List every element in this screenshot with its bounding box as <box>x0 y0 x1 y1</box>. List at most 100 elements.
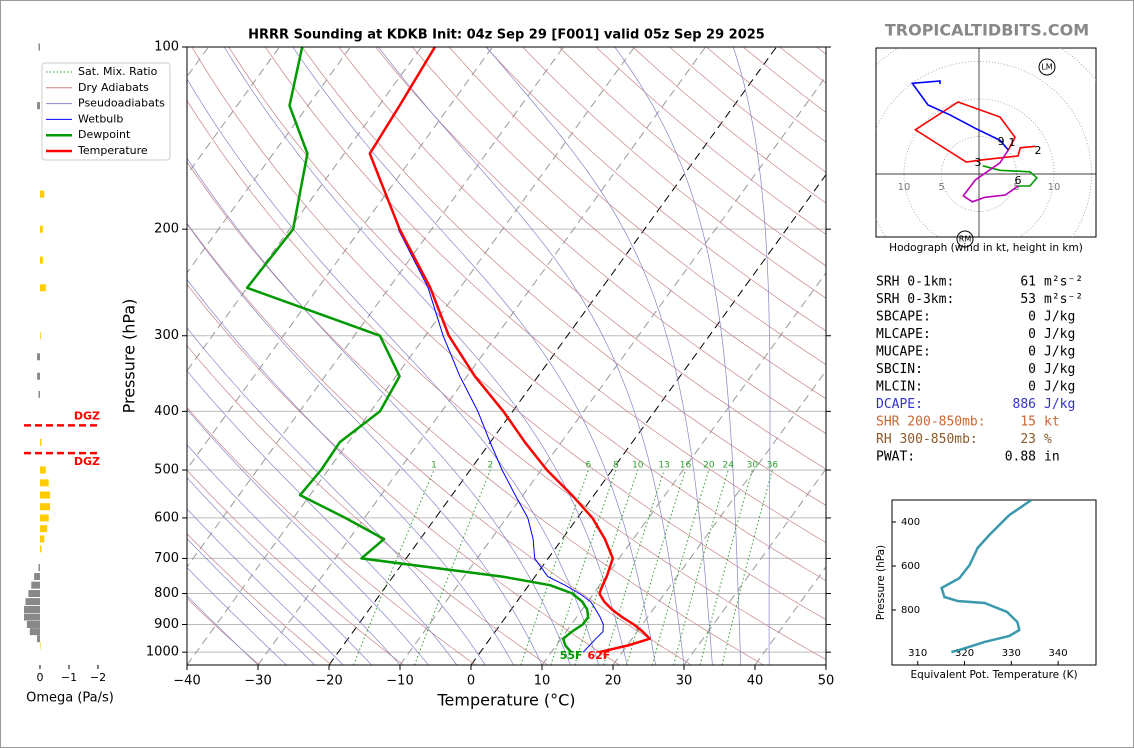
dry-adiabat <box>187 100 826 660</box>
stat-label: SRH 0-1km: <box>876 275 954 290</box>
omega-bar <box>39 284 46 292</box>
theta-plot <box>940 500 1033 654</box>
omega-bar <box>37 635 40 643</box>
omega-bar <box>37 102 40 110</box>
pseudoadiabat <box>292 47 656 665</box>
pseudoadiabat <box>187 223 543 665</box>
x-tick-label: −30 <box>244 674 271 689</box>
dry-adiabat <box>338 47 826 470</box>
dry-adiabat <box>228 47 826 582</box>
pseudoadiabat <box>187 595 259 665</box>
stat-value: 23 <box>1020 432 1036 447</box>
omega-bar <box>37 372 40 380</box>
y-tick-label: 400 <box>154 404 179 419</box>
stat-value: 0 <box>1028 310 1036 325</box>
height-label: 9 <box>998 135 1005 148</box>
profile-line <box>245 47 590 654</box>
stat-unit: J/kg <box>1044 397 1075 412</box>
dry-adiabat <box>448 47 826 365</box>
mixing-ratio-line <box>651 469 710 665</box>
stat-unit: m²s⁻² <box>1044 292 1083 307</box>
ring-label: 10 <box>898 182 911 193</box>
height-label: 3 <box>975 156 982 169</box>
height-label: 1 <box>1009 136 1016 149</box>
stat-label: SBCAPE: <box>876 310 931 325</box>
omega-bar <box>39 503 51 511</box>
omega-bar <box>25 598 40 606</box>
y-tick-label: 200 <box>154 222 179 237</box>
omega-bar <box>28 590 40 598</box>
stat-unit: kt <box>1044 415 1060 430</box>
omega-bar <box>38 390 40 398</box>
x-axis-label: Temperature (°C) <box>436 691 575 710</box>
y-tick-label: 700 <box>154 551 179 566</box>
y-tick-label: 400 <box>901 517 920 528</box>
omega-bar <box>31 581 40 589</box>
y-tick-label: 100 <box>154 40 179 55</box>
mixing-ratio-label: 13 <box>658 461 669 471</box>
storm-motion-marker <box>1038 58 1056 76</box>
stat-value: 0 <box>1028 327 1036 342</box>
mixing-ratio-label: 6 <box>586 461 592 471</box>
height-label: 6 <box>1015 174 1022 187</box>
stat-label: DCAPE: <box>876 397 923 412</box>
x-axis-label: Equivalent Pot. Temperature (K) <box>910 669 1077 681</box>
mixing-ratio-line <box>550 469 617 665</box>
stat-label: SBCIN: <box>876 362 923 377</box>
storm-motion-label: RM <box>959 235 972 244</box>
pseudoadiabat <box>614 47 742 665</box>
isotherm <box>328 47 777 665</box>
stat-label: SRH 0-3km: <box>876 292 954 307</box>
stat-unit: m²s⁻² <box>1044 275 1083 290</box>
pseudoadiabat <box>486 47 713 665</box>
storm-motion-marker <box>956 230 974 248</box>
omega-bar <box>39 225 43 233</box>
mixing-ratio-line <box>414 469 491 665</box>
mixing-ratio-label: 1 <box>431 461 437 471</box>
isotherm <box>187 47 635 665</box>
theta-frame <box>891 499 1097 666</box>
hodograph-trace <box>982 165 1038 187</box>
stat-value: 61 <box>1020 275 1036 290</box>
pseudoadiabat <box>378 47 685 665</box>
chart-title: HRRR Sounding at KDKB Init: 04z Sep 29 [… <box>248 28 765 43</box>
stat-unit: J/kg <box>1044 327 1075 342</box>
mixing-ratio-label: 20 <box>703 461 715 471</box>
stat-value: 0 <box>1028 380 1036 395</box>
stat-unit: J/kg <box>1044 345 1075 360</box>
dry-adiabat <box>187 345 548 665</box>
omega-bar <box>39 438 42 446</box>
theta-e-line <box>940 500 1033 654</box>
omega-bar <box>39 466 46 474</box>
omega-bar <box>39 491 51 499</box>
y-tick-label: 500 <box>154 463 179 478</box>
stat-label: MLCAPE: <box>876 327 931 342</box>
legend-box <box>41 62 171 161</box>
pseudoadiabat <box>187 477 372 665</box>
pseudoadiabat <box>187 279 514 665</box>
mixing-ratio-line <box>673 469 729 665</box>
omega-bar <box>39 479 49 487</box>
pseudoadiabat <box>187 567 287 665</box>
y-axis-label: Pressure (hPa) <box>120 299 139 414</box>
dry-adiabat <box>522 47 826 299</box>
mixing-ratio-label: 10 <box>632 461 644 471</box>
omega-bar <box>38 43 40 51</box>
omega-bar <box>39 332 41 340</box>
dry-adiabat <box>301 47 826 506</box>
omega-bar <box>34 573 40 581</box>
profile-line <box>397 228 604 653</box>
legend-label: Sat. Mix. Ratio <box>78 65 158 78</box>
mixing-ratio-line <box>603 469 665 665</box>
y-tick-label: 900 <box>154 617 179 632</box>
x-tick-label: 340 <box>1049 648 1068 659</box>
mixing-ratio-line <box>699 469 753 665</box>
y-tick-label: 600 <box>901 561 920 572</box>
height-label: 2 <box>1035 144 1042 157</box>
x-tick-label: 0 <box>467 674 475 689</box>
pseudoadiabat <box>187 157 571 665</box>
legend: Sat. Mix. Ratio Dry Adiabats Pseudoadiabat… <box>41 62 171 161</box>
stat-value: 0 <box>1028 362 1036 377</box>
legend-label: Dewpoint <box>78 128 131 141</box>
